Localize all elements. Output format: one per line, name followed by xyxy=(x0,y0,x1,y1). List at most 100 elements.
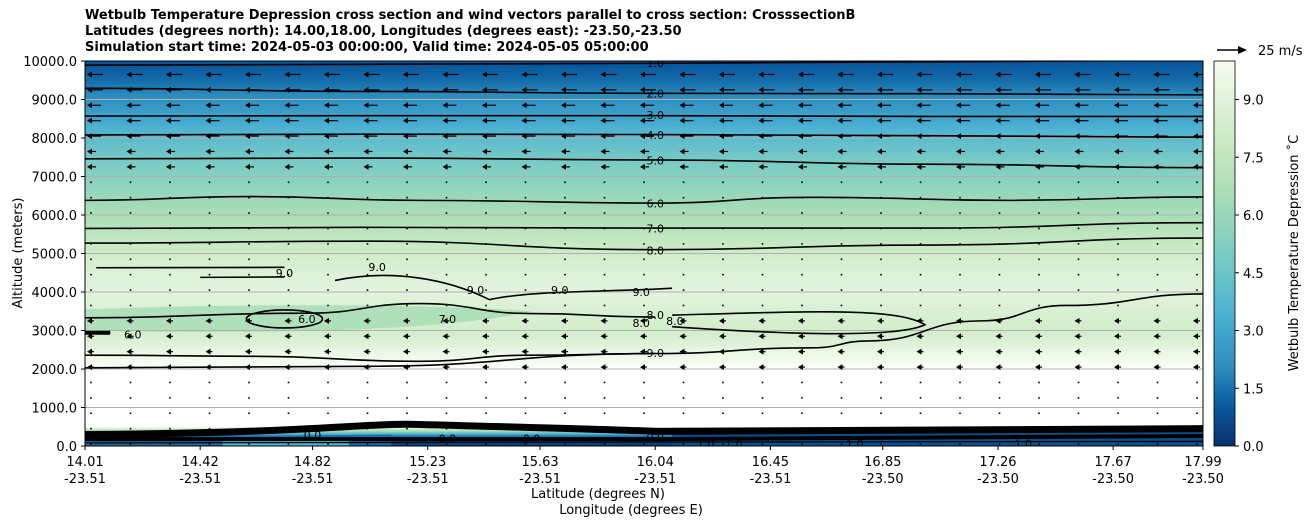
wind-vector xyxy=(169,227,171,230)
wind-vector-head xyxy=(87,86,92,93)
wind-vector xyxy=(761,273,764,276)
wind-vector-head xyxy=(363,86,369,93)
wind-vector-head xyxy=(679,148,685,155)
field-band xyxy=(85,115,1203,120)
field-band xyxy=(85,253,1203,258)
wind-vector xyxy=(840,273,843,276)
wind-vector-head xyxy=(1074,102,1080,109)
wind-vector xyxy=(840,412,843,415)
x-tick-label-lon: -23.50 xyxy=(1182,472,1224,487)
wind-vector xyxy=(1196,243,1198,245)
field-band xyxy=(85,243,1203,248)
wind-vector xyxy=(129,243,132,245)
wind-vector xyxy=(90,304,92,307)
wind-vector xyxy=(761,212,764,214)
wind-vector xyxy=(919,427,922,430)
field-band xyxy=(85,346,1203,351)
wind-vector xyxy=(603,212,606,214)
wind-vector-head xyxy=(245,86,250,93)
wind-vector-head xyxy=(679,364,685,371)
wind-vector-head xyxy=(916,86,922,93)
field-band xyxy=(85,340,1203,344)
wind-vector-head xyxy=(403,117,408,124)
wind-vector-head xyxy=(877,133,882,140)
wind-vector xyxy=(406,258,408,261)
wind-vector-head xyxy=(758,364,764,371)
wind-vector xyxy=(129,443,132,445)
wind-vector xyxy=(90,196,92,199)
wind-vector xyxy=(801,181,803,184)
contour-label: 9.0 xyxy=(276,267,294,280)
wind-vector xyxy=(761,427,764,430)
field-band xyxy=(85,99,1203,104)
wind-vector-head xyxy=(442,163,448,170)
wind-vector xyxy=(722,243,724,245)
wind-vector xyxy=(129,196,132,199)
wind-vector-head xyxy=(87,348,92,355)
wind-vector xyxy=(959,397,961,399)
field-band xyxy=(85,96,1203,101)
wind-vector xyxy=(445,412,448,415)
wind-vector xyxy=(169,258,171,261)
wind-vector-head xyxy=(1153,364,1159,371)
wind-vector xyxy=(761,304,764,307)
wind-vector xyxy=(208,304,211,307)
wind-vector-head xyxy=(166,86,171,93)
wind-vector xyxy=(643,273,645,276)
wind-vector-head xyxy=(640,117,645,124)
wind-vector xyxy=(682,443,685,445)
wind-vector-head xyxy=(916,133,922,140)
wind-vector xyxy=(90,381,92,384)
ground-contour-thick xyxy=(85,433,1203,442)
wind-vector xyxy=(801,273,803,276)
wind-vector xyxy=(327,427,329,430)
wind-vector-head xyxy=(1074,333,1080,340)
wind-vector xyxy=(643,196,645,199)
wind-vector xyxy=(169,196,171,199)
wind-vector xyxy=(524,181,527,184)
wind-vector-head xyxy=(916,317,922,324)
wind-vector-head xyxy=(1035,86,1040,93)
wind-vector-head xyxy=(1193,333,1198,340)
wind-vector xyxy=(406,289,408,291)
wind-vector xyxy=(327,227,329,230)
wind-vector xyxy=(603,443,606,445)
wind-vector xyxy=(1117,397,1119,399)
wind-vector-head xyxy=(600,86,606,93)
field-band xyxy=(85,234,1203,239)
wind-vector-head xyxy=(87,133,92,140)
field-band xyxy=(85,282,1203,287)
wind-vector xyxy=(485,304,487,307)
wind-vector-head xyxy=(87,148,92,155)
x-tick-label-lat: 15.63 xyxy=(521,455,558,470)
wind-vector-head xyxy=(284,364,290,371)
ground-contours xyxy=(85,420,1203,444)
wind-vector-head xyxy=(600,333,606,340)
y-tick-label: 7000.0 xyxy=(32,171,78,186)
wind-vector xyxy=(801,243,803,245)
wind-vector-head xyxy=(600,163,606,170)
field-band xyxy=(85,285,1203,290)
wind-vector-head xyxy=(442,364,448,371)
field-band xyxy=(85,263,1203,267)
wind-vector xyxy=(959,227,961,230)
wind-vector xyxy=(366,196,369,199)
wind-vector xyxy=(880,443,882,445)
wind-vector-head xyxy=(284,333,290,340)
wind-vector xyxy=(998,304,1001,307)
wind-vector xyxy=(959,289,961,291)
wind-vector-head xyxy=(1193,348,1198,355)
contour-label: 0.0 xyxy=(646,431,664,444)
wind-vector xyxy=(327,273,329,276)
wind-vector-head xyxy=(1153,71,1159,78)
wind-vector-head xyxy=(363,117,369,124)
x-tick-label-lon: -23.51 xyxy=(634,472,676,487)
wind-vector-head xyxy=(245,133,250,140)
wind-vector xyxy=(1196,227,1198,230)
wind-vector xyxy=(169,397,171,399)
wind-vector-head xyxy=(205,333,211,340)
colorbar-label: Wetbulb Temperature Depression ˚C xyxy=(1286,135,1302,372)
wind-vector-head xyxy=(205,317,211,324)
field-band xyxy=(85,259,1203,264)
wind-vector xyxy=(287,243,290,245)
